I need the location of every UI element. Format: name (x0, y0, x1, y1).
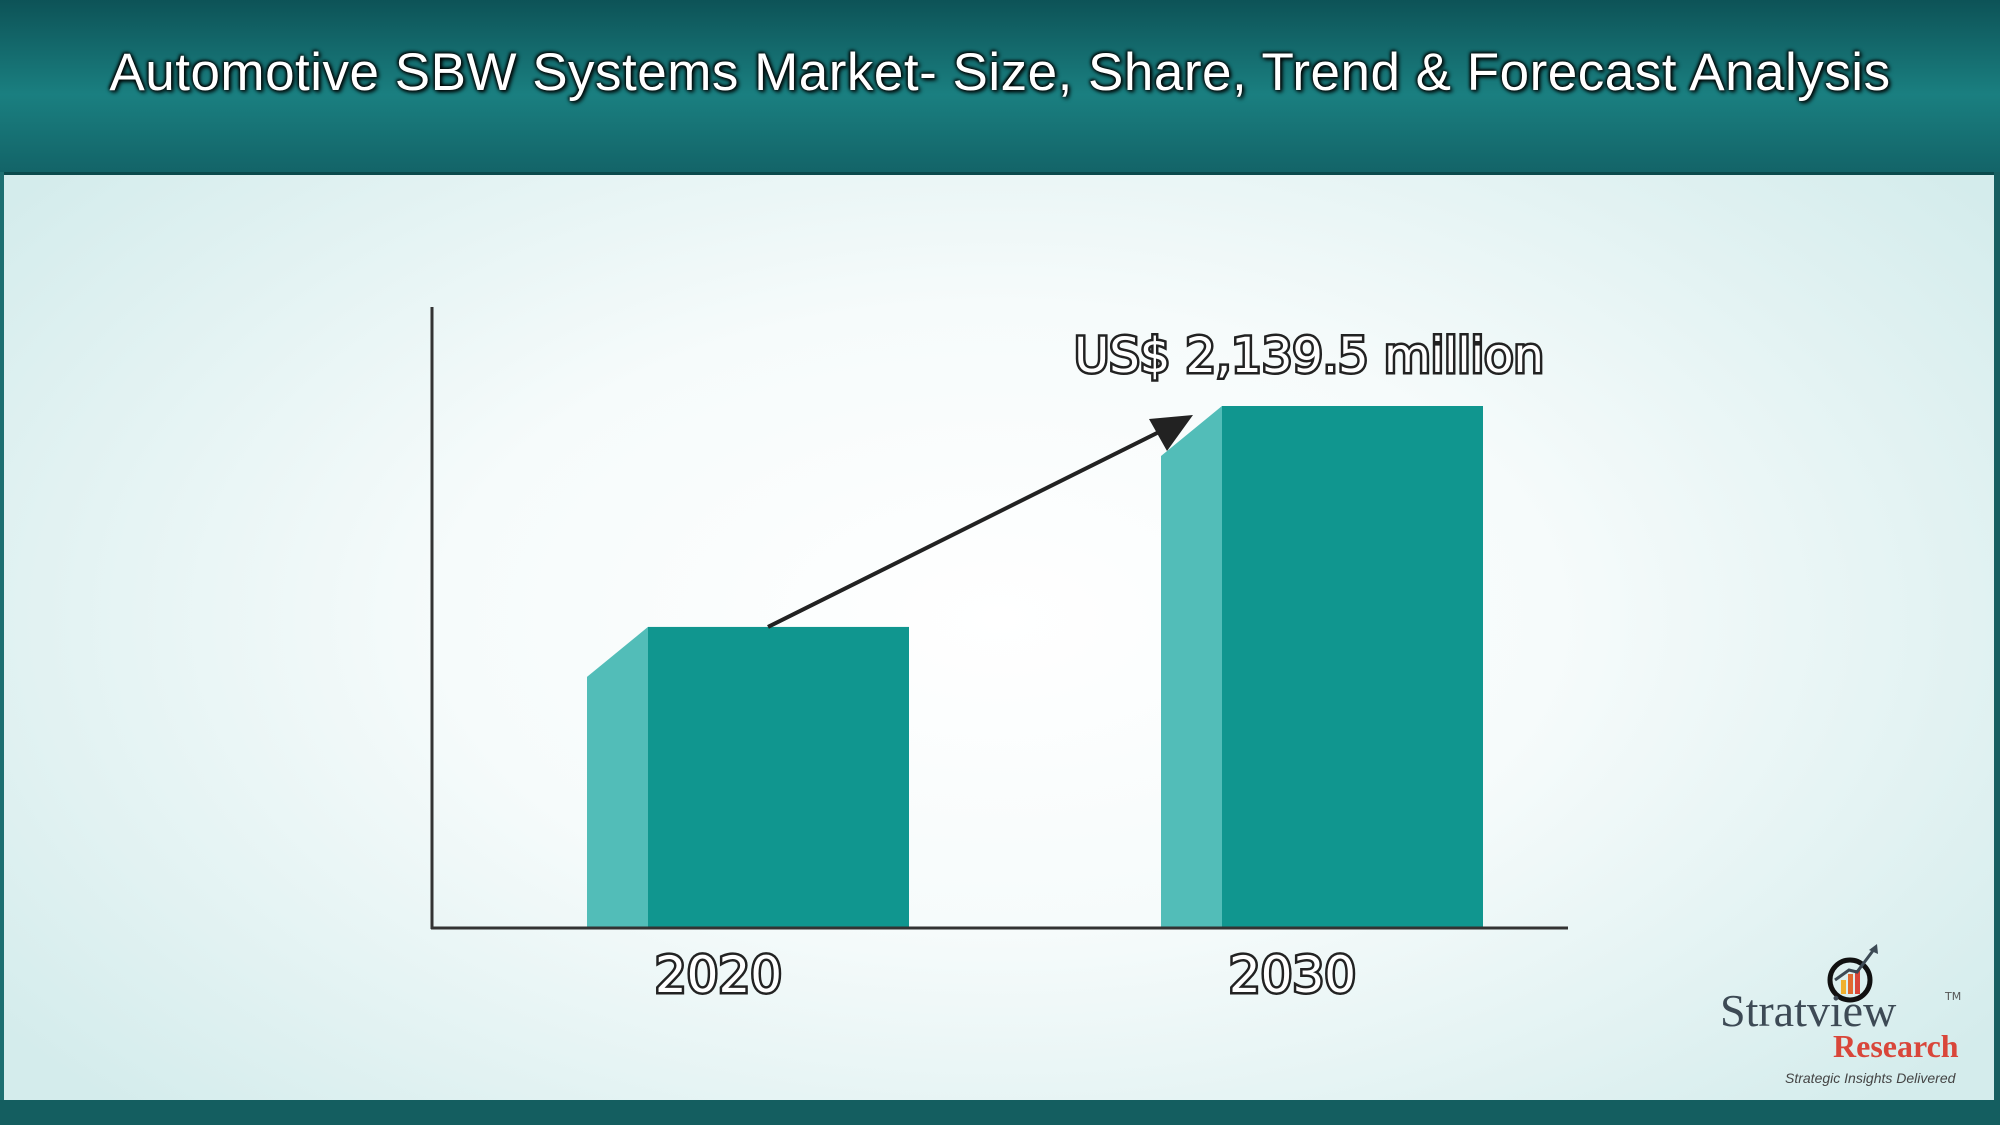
stratview-logo: Stratview TM Research Strategic Insights… (1715, 940, 1995, 1090)
bar-2030 (1222, 406, 1483, 928)
footer-bar (0, 1100, 2000, 1125)
magnifier-chart-icon (1827, 944, 1878, 1003)
right-border (1994, 172, 2000, 1102)
bar-2020 (648, 626, 909, 928)
x-tick-label: 2020 (655, 946, 782, 1004)
x-tick-label: 2030 (1229, 946, 1356, 1004)
logo-tagline: Strategic Insights Delivered (1785, 1070, 1956, 1086)
logo-brand: Stratview (1720, 985, 1897, 1036)
logo-research: Research (1833, 1028, 1959, 1064)
data-label: US$ 2,139.5 million (1074, 328, 1544, 384)
left-border (0, 172, 4, 1102)
logo-tm: TM (1945, 990, 1962, 1003)
bar-side-2020 (587, 626, 648, 928)
arrow-head-icon (1149, 415, 1193, 451)
trend-arrow (767, 423, 1174, 629)
page-title: Automotive SBW Systems Market- Size, Sha… (109, 43, 1891, 102)
header-banner: Automotive SBW Systems Market- Size, Sha… (0, 0, 2000, 175)
bar-side-2030 (1161, 406, 1222, 928)
